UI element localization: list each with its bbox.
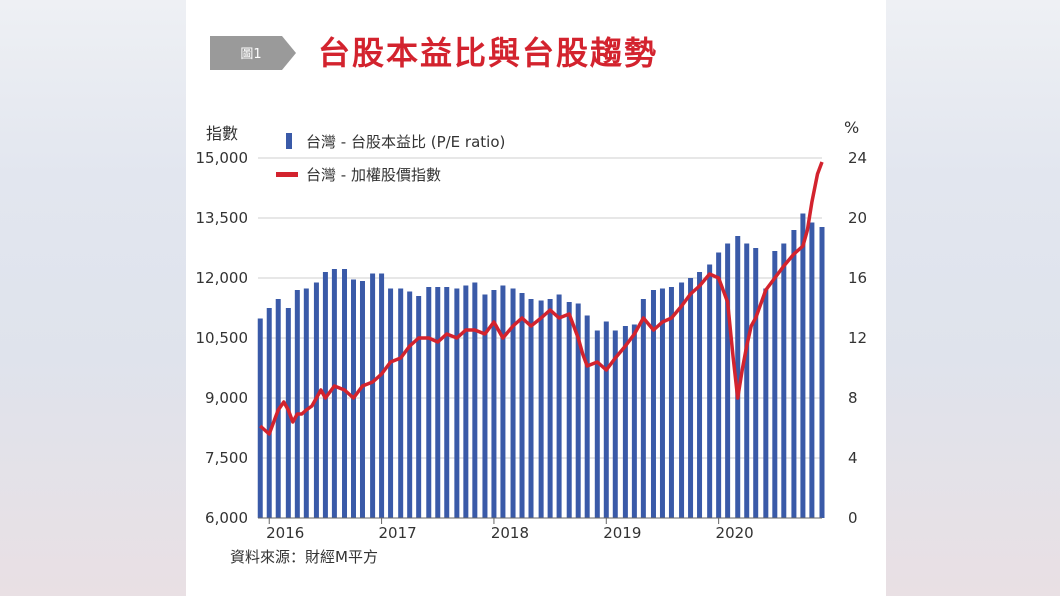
- pe-ratio-bar: [697, 272, 703, 518]
- pe-ratio-bar: [679, 282, 685, 518]
- pe-ratio-bar: [444, 287, 450, 518]
- pe-ratio-bar: [612, 330, 618, 518]
- pe-ratio-bar: [772, 251, 778, 518]
- pe-ratio-bar: [370, 273, 376, 518]
- pe-ratio-bar: [510, 288, 516, 518]
- pe-ratio-bar: [500, 285, 506, 518]
- legend-label: 台灣 - 台股本益比 (P/E ratio): [306, 133, 505, 151]
- pe-ratio-bar: [575, 303, 581, 518]
- y-right-tick-label: 8: [848, 389, 858, 407]
- pe-ratio-bar: [407, 291, 413, 518]
- pe-ratio-bar: [800, 213, 806, 518]
- pe-ratio-bar: [668, 287, 674, 518]
- pe-ratio-bar: [716, 252, 722, 518]
- y-left-tick-label: 7,500: [205, 449, 248, 467]
- x-tick-label: 2018: [491, 524, 529, 542]
- pe-ratio-bar: [426, 287, 432, 518]
- pe-ratio-bar: [566, 302, 572, 518]
- pe-ratio-bar: [398, 288, 404, 518]
- chart-card: [186, 0, 886, 596]
- pe-ratio-bar: [556, 294, 562, 518]
- pe-ratio-bar: [631, 324, 637, 518]
- y-left-tick-label: 9,000: [205, 389, 248, 407]
- pe-ratio-bar: [266, 308, 272, 518]
- pe-ratio-bar: [659, 288, 665, 518]
- pe-ratio-bar: [519, 293, 525, 518]
- y-left-tick-label: 6,000: [205, 509, 248, 527]
- pe-ratio-bar: [359, 281, 365, 518]
- pe-ratio-bar: [725, 243, 731, 518]
- y-right-tick-label: 20: [848, 209, 867, 227]
- pe-ratio-bar: [294, 290, 300, 518]
- background-left: [0, 0, 186, 596]
- pe-ratio-bar: [688, 278, 694, 518]
- y-left-tick-label: 13,500: [196, 209, 249, 227]
- pe-ratio-bar: [416, 296, 422, 518]
- pe-ratio-bar: [781, 243, 787, 518]
- y-right-tick-label: 24: [848, 149, 867, 167]
- pe-ratio-bar: [435, 287, 441, 518]
- pe-ratio-bar: [528, 299, 534, 518]
- pe-ratio-bar: [650, 290, 656, 518]
- y-left-tick-label: 10,500: [196, 329, 249, 347]
- source-note: 資料來源：財經M平方: [230, 548, 378, 566]
- legend-swatch-bar: [286, 133, 292, 149]
- pe-ratio-bar: [472, 282, 478, 518]
- y-right-tick-label: 12: [848, 329, 867, 347]
- y-right-tick-label: 0: [848, 509, 858, 527]
- y-left-tick-label: 12,000: [196, 269, 249, 287]
- pe-ratio-bar: [640, 299, 646, 518]
- pe-ratio-bar: [463, 285, 469, 518]
- legend-swatch-line: [276, 172, 298, 177]
- pe-ratio-bar: [257, 318, 263, 518]
- pe-ratio-bar: [342, 269, 348, 518]
- chart-title: 台股本益比與台股趨勢: [318, 34, 659, 72]
- pe-ratio-bar: [454, 288, 460, 518]
- pe-ratio-bar: [547, 299, 553, 518]
- background-right: [886, 0, 1060, 596]
- pe-ratio-bar: [603, 321, 609, 518]
- pe-ratio-bar: [491, 290, 497, 518]
- pe-ratio-bar: [594, 330, 600, 518]
- pe-ratio-bar: [303, 288, 309, 518]
- y-right-tick-label: 16: [848, 269, 867, 287]
- pe-ratio-bar: [819, 227, 825, 518]
- figure-badge-label: 圖1: [240, 47, 262, 62]
- y-axis-left-label: 指數: [206, 124, 239, 143]
- x-tick-label: 2017: [378, 524, 416, 542]
- y-right-tick-label: 4: [848, 449, 858, 467]
- y-left-tick-label: 15,000: [196, 149, 249, 167]
- pe-ratio-bar: [482, 294, 488, 518]
- pe-ratio-bar: [707, 264, 713, 518]
- legend-label: 台灣 - 加權股價指數: [306, 166, 441, 184]
- pe-ratio-bar: [584, 315, 590, 518]
- x-tick-label: 2020: [716, 524, 754, 542]
- pe-ratio-bar: [388, 288, 394, 518]
- pe-ratio-bar: [622, 326, 628, 518]
- figure-badge: [210, 36, 296, 70]
- pe-ratio-bar: [791, 230, 797, 518]
- pe-ratio-bar: [809, 222, 815, 518]
- pe-ratio-bar: [538, 300, 544, 518]
- index-line: [259, 161, 824, 436]
- x-tick-label: 2016: [266, 524, 304, 542]
- pe-ratio-bar: [735, 236, 741, 518]
- pe-ratio-bar: [753, 248, 759, 518]
- pe-ratio-bar: [379, 273, 385, 518]
- pe-ratio-bar: [331, 269, 337, 518]
- y-axis-right-label: %: [844, 118, 860, 137]
- pe-ratio-bar: [763, 288, 769, 518]
- x-tick-label: 2019: [603, 524, 641, 542]
- pe-ratio-bar: [744, 243, 750, 518]
